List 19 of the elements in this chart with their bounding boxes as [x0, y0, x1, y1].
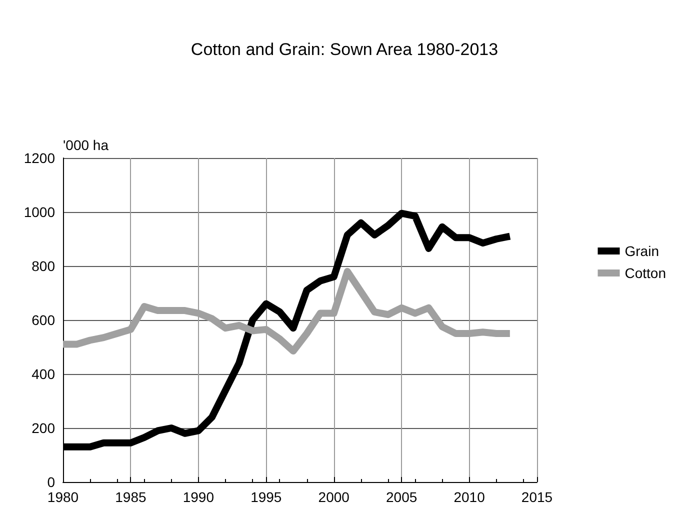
- x-tick-label: 1985: [115, 489, 146, 505]
- y-tick-label: 400: [32, 366, 56, 382]
- x-tick-label: 1990: [182, 489, 214, 505]
- x-tick-label: 2010: [454, 489, 486, 505]
- y-tick-label: 600: [32, 312, 56, 328]
- legend-label: Cotton: [624, 265, 666, 281]
- y-tick-label: 1000: [24, 204, 56, 220]
- x-tick-label: 2015: [521, 489, 553, 505]
- x-tick-label: 2000: [318, 489, 350, 505]
- y-tick-label: 200: [32, 420, 56, 436]
- chart-title: Cotton and Grain: Sown Area 1980-2013: [190, 40, 498, 59]
- x-tick-label: 2005: [386, 489, 418, 505]
- legend-label: Grain: [624, 243, 659, 259]
- x-tick-label: 1995: [250, 489, 282, 505]
- y-axis-title: '000 ha: [63, 137, 109, 153]
- y-tick-label: 1200: [24, 150, 56, 166]
- x-tick-label: 1980: [47, 489, 79, 505]
- y-tick-label: 800: [32, 258, 56, 274]
- y-tick-label: 0: [47, 474, 56, 490]
